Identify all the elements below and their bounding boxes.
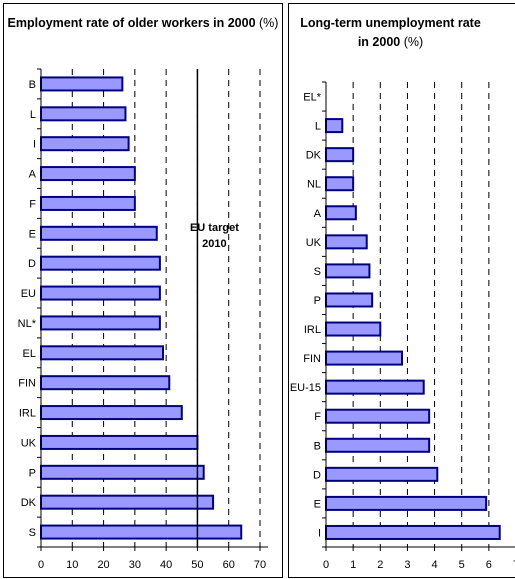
unemployment-bar [325,176,355,192]
unemployment-bar [325,321,382,337]
unemployment-bar [325,466,439,482]
employment-bar [40,285,161,301]
employment-category-label: FIN [18,378,36,390]
unemployment-bar [325,524,501,540]
unemployment-bar [325,350,403,366]
employment-category-label: I [33,139,36,151]
unemployment-category-label: B [314,440,321,452]
unemployment-bar [325,437,431,453]
unemployment-category-label: L [315,121,321,133]
employment-bar [40,315,161,331]
unemployment-x-tick-label: 1 [350,559,356,571]
employment-category-label: A [29,169,37,181]
unemployment-bar [325,147,355,163]
employment-category-label: P [29,467,36,479]
unemployment-x-tick-label: 4 [432,559,438,571]
unemployment-x-tick-label: 5 [459,559,465,571]
employment-bar [40,434,199,450]
employment-category-label: IRL [19,408,36,420]
unemployment-x-tick-label: 3 [404,559,410,571]
employment-bar [40,255,161,271]
unemployment-category-label: D [313,469,321,481]
employment-category-label: B [29,79,36,91]
unemployment-bar [325,118,344,134]
unemployment-bar [325,379,425,395]
employment-category-label: S [29,527,36,539]
employment-category-label: EL [23,348,36,360]
unemployment-category-label: F [314,411,321,423]
unemployment-chart-panel: Long-term unemployment rate in 2000 (%) … [288,3,515,578]
employment-annotation-line2: 2010 [202,238,226,250]
unemployment-category-label: I [318,527,321,539]
unemployment-chart-title: Long-term unemployment rate in 2000 (%) [289,14,515,52]
unemployment-category-label: DK [306,150,322,162]
employment-chart-title: Employment rate of older workers in 2000… [4,14,282,33]
employment-chart-plot: B L I A F E D EU NL* EL FIN IRL UK P DK S 0 10 20 30 40 50 60 7… [18,68,268,571]
employment-category-label: UK [21,437,37,449]
employment-x-tick-label: 60 [223,559,235,571]
unemployment-category-label: A [314,208,322,220]
employment-bar [40,345,165,361]
employment-bar [40,494,215,510]
employment-x-tick-label: 10 [66,559,78,571]
unemployment-title-unit: (%) [403,35,424,49]
employment-x-tick-label: 70 [254,559,266,571]
employment-category-label: NL* [18,318,37,330]
employment-bar [40,405,183,421]
employment-bar [40,464,205,480]
unemployment-category-label: S [314,266,321,278]
employment-category-label: E [29,228,36,240]
employment-bar [40,76,124,92]
employment-x-tick-label: 0 [38,559,44,571]
employment-category-label: L [30,109,36,121]
unemployment-category-label: EL* [303,92,321,104]
employment-x-tick-label: 30 [129,559,141,571]
unemployment-bar [325,263,371,279]
employment-title-text: Employment rate of older workers in 2000 [7,16,256,30]
unemployment-category-label: FIN [303,353,321,365]
unemployment-bar [325,408,431,424]
unemployment-category-label: EU-15 [290,382,321,394]
employment-x-tick-label: 50 [191,559,203,571]
employment-bar [40,375,171,391]
unemployment-x-tick-label: 0 [323,559,329,571]
employment-x-tick-label: 40 [160,559,172,571]
employment-bar [40,195,136,211]
employment-title-unit: (%) [259,16,279,30]
unemployment-x-tick-label: 2 [377,559,383,571]
unemployment-x-tick-label: 7 [513,559,515,571]
unemployment-category-label: P [314,295,321,307]
employment-x-tick-label: 20 [97,559,109,571]
unemployment-bar [325,292,374,308]
employment-category-label: DK [21,497,37,509]
unemployment-category-label: E [314,498,321,510]
employment-category-label: D [28,258,36,270]
unemployment-category-label: UK [306,237,322,249]
employment-category-label: EU [21,288,36,300]
employment-category-label: F [29,198,36,210]
unemployment-category-label: IRL [304,324,321,336]
employment-bar [40,136,130,152]
unemployment-x-tick-label: 6 [486,559,492,571]
employment-bar [40,166,136,182]
unemployment-bar [325,234,368,250]
unemployment-chart-plot: EL* L DK NL A UK S P IRL FIN EU-15 F B D E I 0 1 2 3 4 5 6 7 [290,81,515,571]
unemployment-bar [325,205,357,221]
employment-bar [40,106,127,122]
employment-bar [40,524,243,540]
employment-bar [40,225,158,241]
employment-annotation-line1: EU target [190,222,239,234]
unemployment-category-label: NL [307,179,321,191]
unemployment-title-text: Long-term unemployment rate in 2000 [300,16,481,49]
unemployment-bar [325,495,488,511]
employment-chart-panel: Employment rate of older workers in 2000… [3,3,283,578]
